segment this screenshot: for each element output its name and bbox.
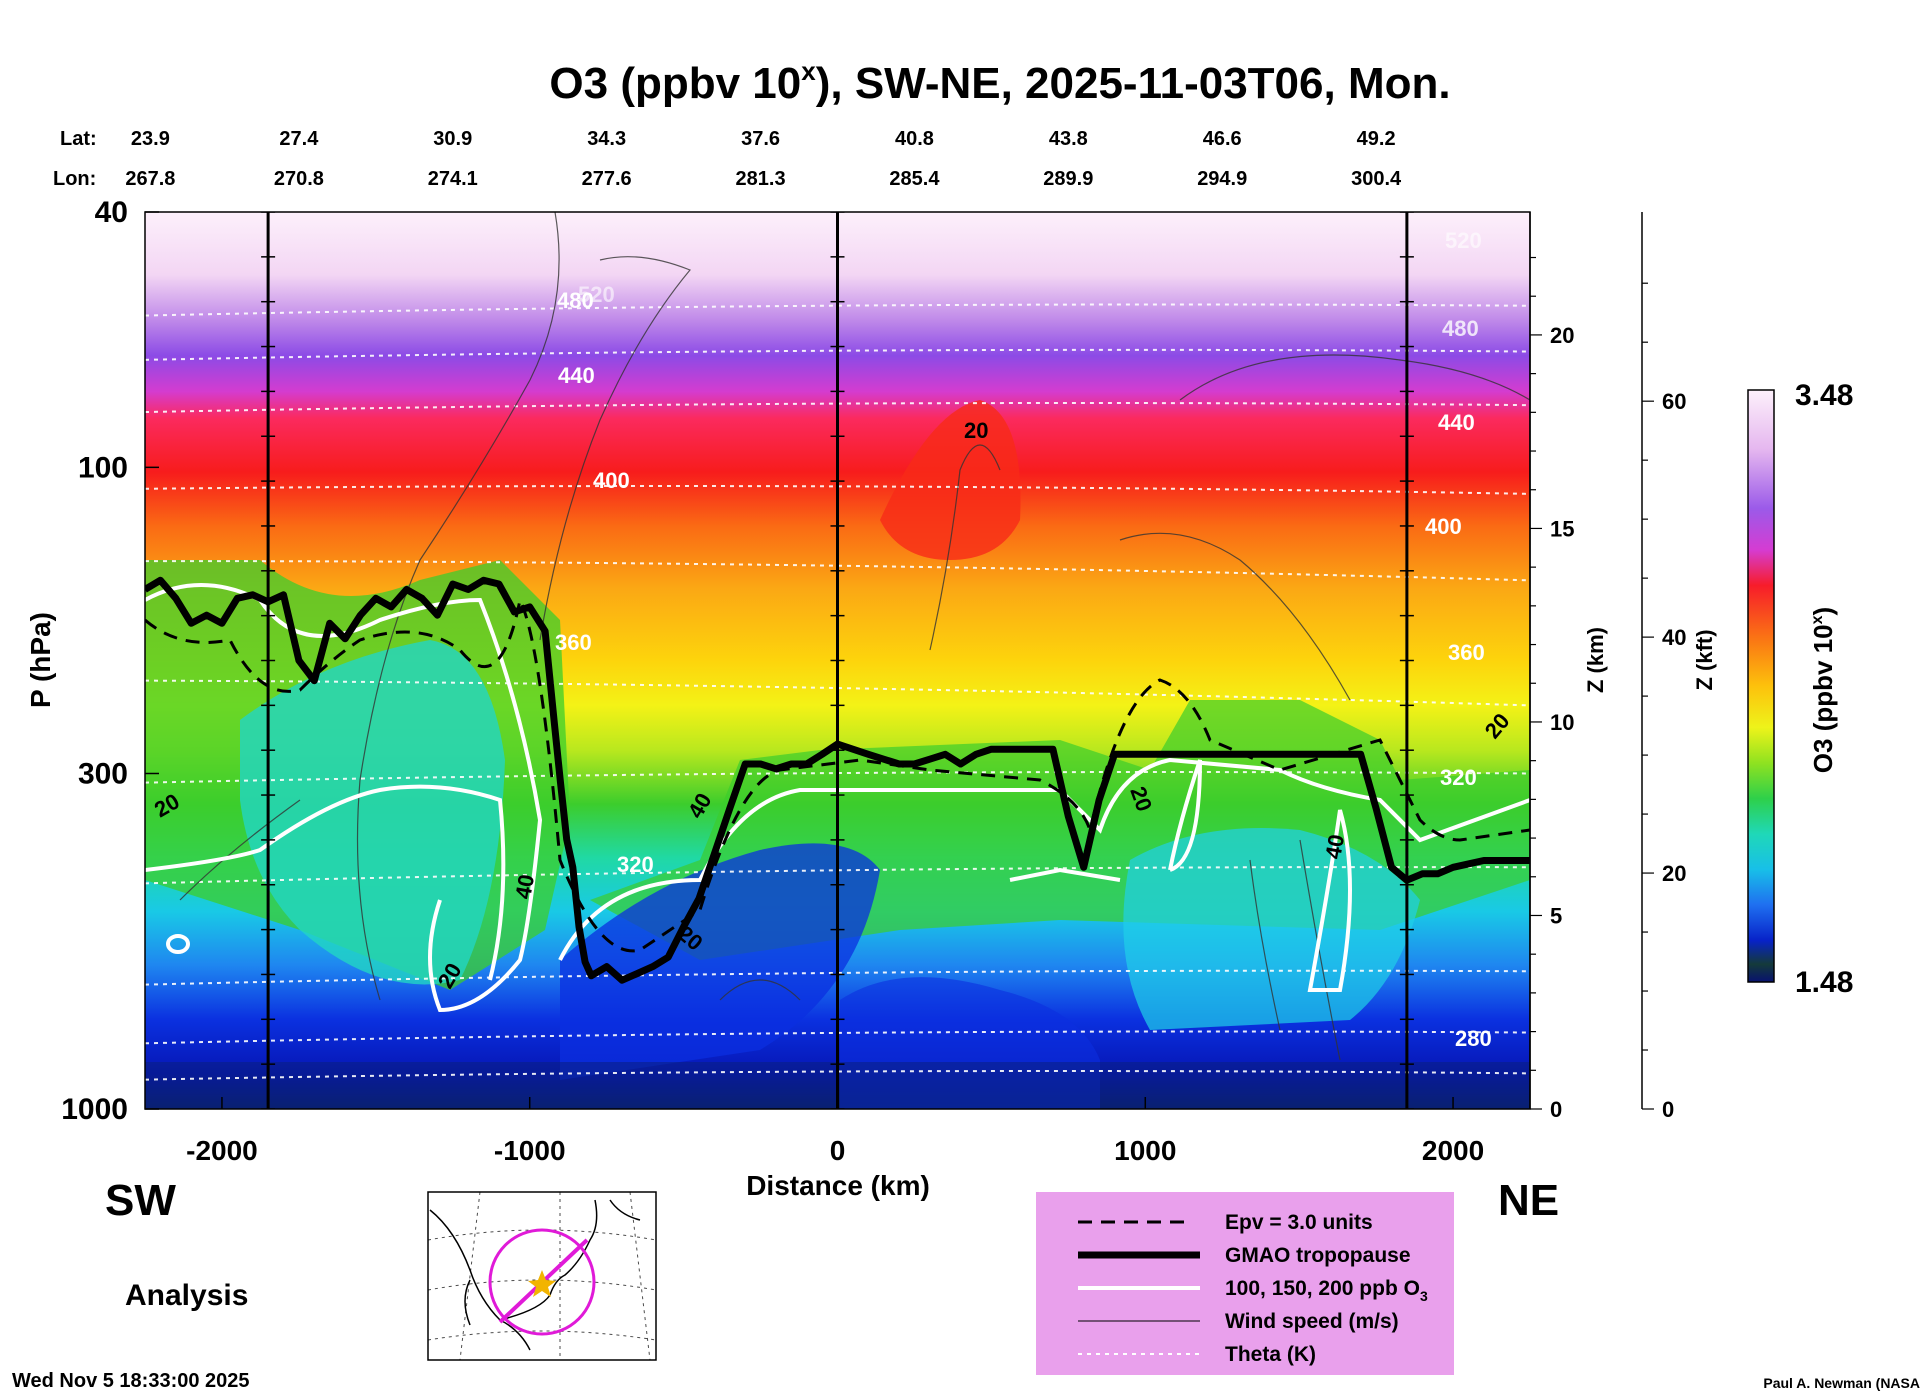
- z-kft-axis-label: Z (kft): [1692, 629, 1717, 690]
- lon-values: 267.8 270.8 274.1 277.6 281.3 285.4 289.9 294.9…: [125, 168, 1402, 190]
- z-kft-axis: 0 20 40 60: [1641, 212, 1686, 1122]
- analysis-label: Analysis: [125, 1279, 248, 1312]
- plot-area: 520 520 480 480 440 440 400 400 360 360 …: [145, 212, 1530, 1109]
- cyan-pool-right: [1123, 828, 1420, 1030]
- credit: Paul A. Newman (NASA: [1763, 1375, 1920, 1391]
- lat-value: 46.6: [1203, 128, 1242, 150]
- z-km-tick-label: 10: [1550, 710, 1574, 735]
- z-kft-tick-label: 0: [1662, 1097, 1674, 1122]
- svg-text:480: 480: [557, 288, 594, 313]
- pressure-axis: 40 100 300 1000: [61, 196, 159, 1126]
- x-tick-label: -2000: [186, 1135, 258, 1166]
- svg-text:20: 20: [964, 418, 988, 443]
- ozone-ppb-contours: [145, 583, 1530, 1013]
- timestamp: Wed Nov 5 18:33:00 2025: [12, 1370, 250, 1392]
- svg-text:480: 480: [1442, 316, 1479, 341]
- lon-label: Lon:: [53, 168, 96, 190]
- lat-value: 27.4: [279, 128, 319, 150]
- blue-pool: [560, 843, 880, 1080]
- lon-value: 270.8: [274, 168, 324, 190]
- lat-value: 40.8: [895, 128, 934, 150]
- cyan-trough-west: [240, 640, 505, 985]
- svg-text:40: 40: [1320, 832, 1349, 860]
- z-kft-tick-label: 40: [1662, 625, 1686, 650]
- lat-value: 37.6: [741, 128, 780, 150]
- lon-value: 281.3: [736, 168, 786, 190]
- lat-value: 30.9: [433, 128, 472, 150]
- lat-label: Lat:: [60, 128, 97, 150]
- svg-text:40: 40: [510, 872, 539, 900]
- lat-values: 23.9 27.4 30.9 34.3 37.6 40.8 43.8 46.6 49.2: [131, 128, 1396, 150]
- lon-value: 285.4: [889, 168, 940, 190]
- svg-text:520: 520: [1445, 228, 1482, 253]
- z-km-tick-label: 5: [1550, 903, 1562, 928]
- vertical-marker-lines: [261, 212, 1414, 1109]
- svg-text:440: 440: [558, 363, 595, 388]
- svg-text:Wind speed (m/s): Wind speed (m/s): [1225, 1310, 1399, 1333]
- x-axis: -2000 -1000 0 1000 2000: [186, 1097, 1484, 1166]
- epv-line: [145, 595, 1530, 953]
- z-km-tick-label: 15: [1550, 516, 1574, 541]
- x-axis-label: Distance (km): [746, 1170, 930, 1201]
- lon-value: 294.9: [1197, 168, 1247, 190]
- svg-text:360: 360: [1448, 640, 1485, 665]
- lon-value: 267.8: [125, 168, 175, 190]
- chart-title: O3 (ppbv 10x), SW-NE, 2025-11-03T06, Mon…: [549, 56, 1450, 108]
- x-tick-label: 0: [830, 1135, 846, 1166]
- z-km-axis-label: Z (km): [1583, 627, 1608, 693]
- pressure-axis-label: P (hPa): [25, 612, 56, 708]
- inset-map: [427, 1191, 657, 1361]
- colorbar-min-label: 1.48: [1795, 966, 1853, 999]
- lon-value: 277.6: [582, 168, 632, 190]
- svg-text:280: 280: [1455, 1026, 1492, 1051]
- svg-text:400: 400: [593, 468, 630, 493]
- lon-value: 300.4: [1351, 168, 1402, 190]
- colorbar-label: O3 (ppbv 10x): [1808, 607, 1838, 773]
- x-tick-label: 2000: [1422, 1135, 1484, 1166]
- direction-ne: NE: [1498, 1176, 1559, 1225]
- lat-value: 43.8: [1049, 128, 1088, 150]
- colorbar: [1747, 389, 1775, 983]
- z-kft-tick-label: 60: [1662, 389, 1686, 414]
- p-tick-label: 100: [78, 451, 128, 484]
- z-km-tick-label: 0: [1550, 1097, 1562, 1122]
- wind-speed-contours: [179, 212, 1530, 1061]
- x-tick-label: -1000: [494, 1135, 566, 1166]
- lon-value: 289.9: [1043, 168, 1093, 190]
- z-km-tick-label: 20: [1550, 323, 1574, 348]
- svg-text:400: 400: [1425, 514, 1462, 539]
- x-tick-label: 1000: [1114, 1135, 1176, 1166]
- svg-text:520: 520: [578, 282, 615, 307]
- p-tick-label: 1000: [61, 1093, 128, 1126]
- z-km-axis: 0 5 10 15 20: [1529, 212, 1574, 1122]
- direction-sw: SW: [105, 1176, 176, 1225]
- legend: Epv = 3.0 units GMAO tropopause 100, 150…: [1036, 1192, 1454, 1375]
- lat-value: 49.2: [1357, 128, 1396, 150]
- p-tick-label: 40: [95, 196, 128, 229]
- svg-text:320: 320: [617, 852, 654, 877]
- lat-value: 23.9: [131, 128, 170, 150]
- tropopause-line: [145, 576, 1530, 984]
- p-tick-label: 300: [78, 757, 128, 790]
- svg-text:440: 440: [1438, 410, 1475, 435]
- colorbar-max-label: 3.48: [1795, 379, 1853, 412]
- svg-text:100, 150, 200 ppb O3: 100, 150, 200 ppb O3: [1225, 1277, 1428, 1304]
- lon-value: 274.1: [428, 168, 478, 190]
- lat-value: 34.3: [587, 128, 626, 150]
- z-kft-tick-label: 20: [1662, 861, 1686, 886]
- svg-text:GMAO tropopause: GMAO tropopause: [1225, 1244, 1411, 1267]
- ozone-high-bulge: [880, 400, 1021, 560]
- svg-text:360: 360: [555, 630, 592, 655]
- svg-text:Epv = 3.0 units: Epv = 3.0 units: [1225, 1211, 1373, 1234]
- svg-text:320: 320: [1440, 765, 1477, 790]
- svg-text:Theta (K): Theta (K): [1225, 1343, 1316, 1366]
